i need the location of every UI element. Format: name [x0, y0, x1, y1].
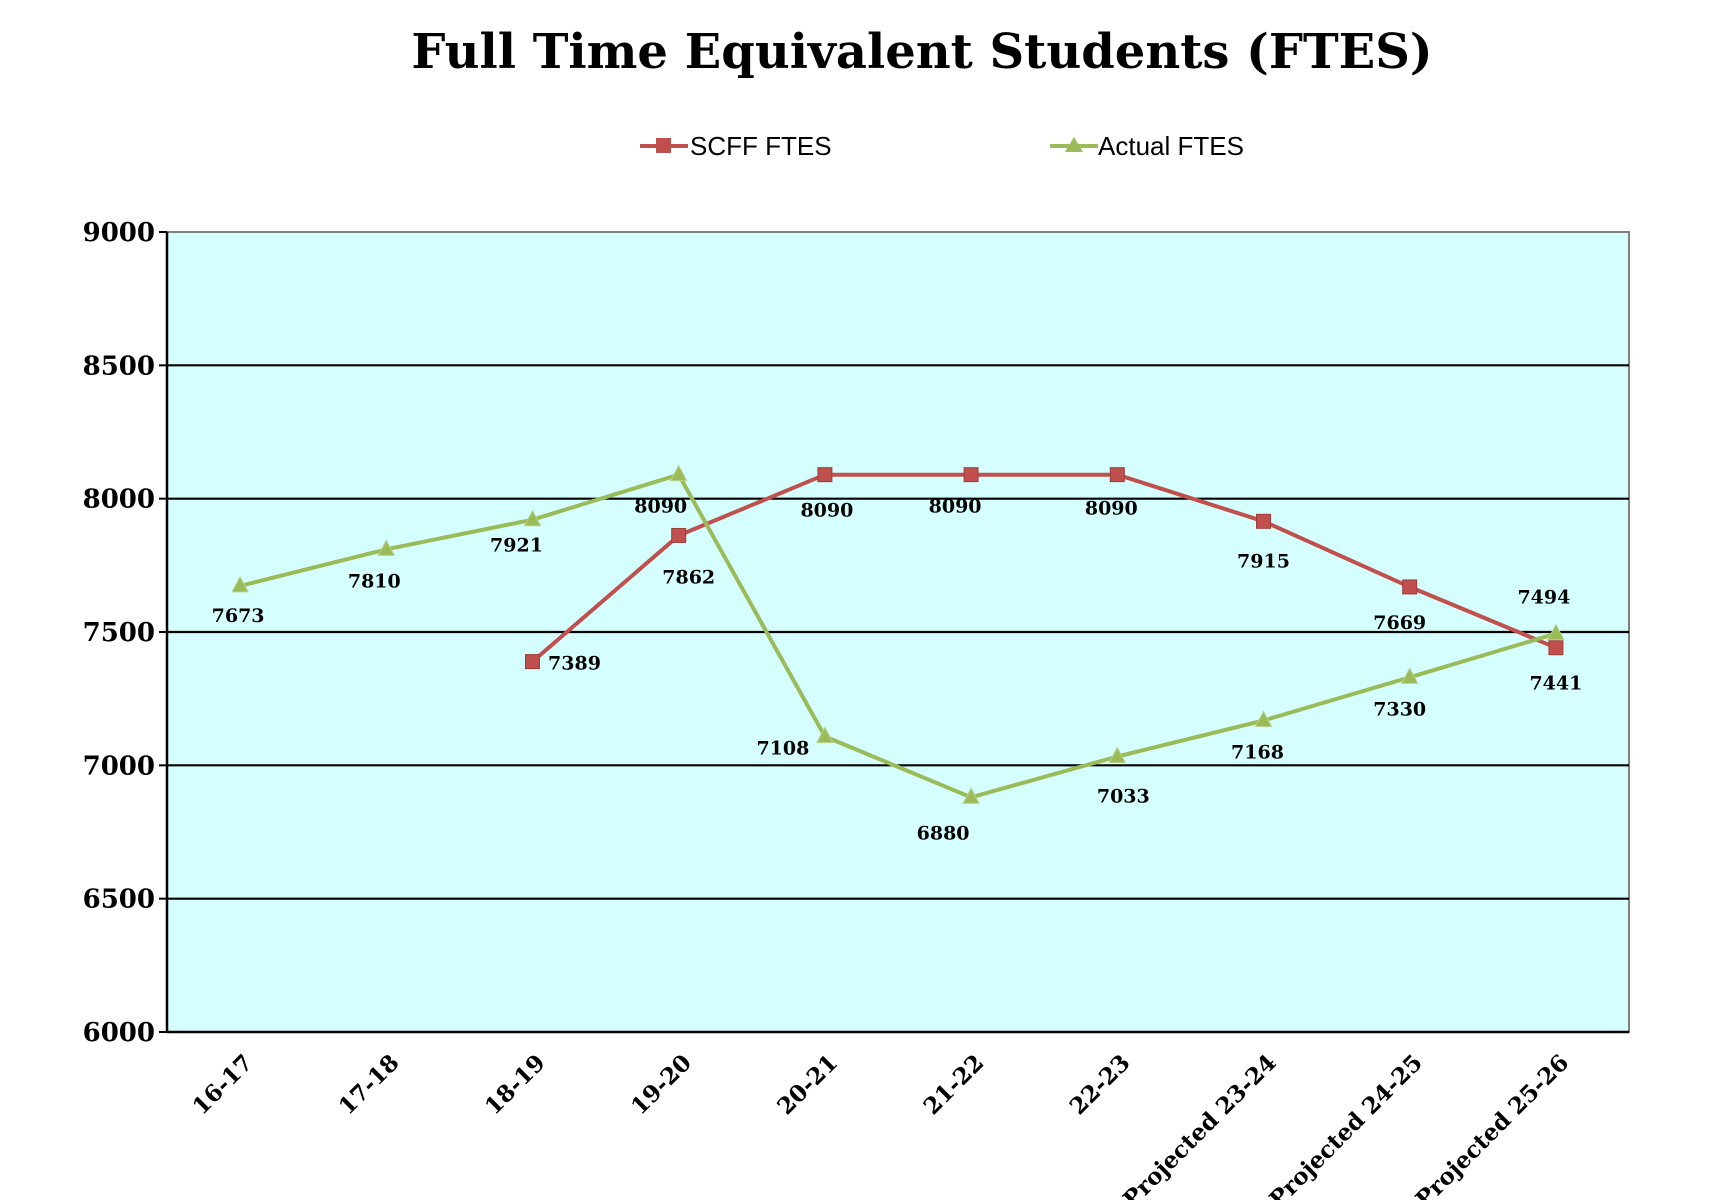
x-tick-label: Projected 23-24: [1118, 1049, 1282, 1200]
x-tick-label: 20-21: [772, 1049, 843, 1120]
data-point-actual: [1254, 710, 1273, 728]
data-point-actual: [231, 575, 249, 593]
chart-title: Full Time Equivalent Students (FTES): [411, 24, 1432, 80]
y-axis: 6000 6500 7000 7500 8000 8500 9000: [83, 218, 1629, 1048]
x-tick-label: 17-18: [333, 1049, 404, 1120]
data-point-scff: [1548, 640, 1564, 656]
y-tick-label: 9000: [83, 218, 155, 248]
legend: SCFF FTES Actual FTES: [640, 131, 1244, 161]
data-point-scff: [1402, 579, 1418, 595]
data-label-actual: 7810: [348, 570, 401, 592]
data-point-scff: [671, 527, 687, 543]
x-tick-label: Projected 24-25: [1264, 1049, 1428, 1200]
series-line-scff: [531, 472, 1557, 664]
x-tick-label: 18-19: [480, 1049, 551, 1120]
data-point-actual: [962, 787, 980, 804]
data-label-actual: 7033: [1097, 786, 1150, 808]
x-tick-label: 16-17: [187, 1049, 258, 1120]
legend-label-scff: SCFF FTES: [690, 131, 832, 161]
y-tick-label: 6000: [83, 1018, 155, 1048]
data-label-scff: 7915: [1237, 550, 1290, 572]
data-label-actual: 8090: [634, 496, 687, 518]
data-label-scff: 7862: [662, 566, 715, 588]
data-point-scff: [817, 467, 833, 483]
data-point-scff: [963, 467, 979, 483]
data-label-scff: 7669: [1373, 612, 1426, 634]
data-label-scff: 8090: [929, 496, 982, 518]
y-tick-label: 8500: [83, 351, 155, 381]
data-point-scff: [1109, 467, 1125, 483]
series-markers: [231, 464, 1565, 804]
data-label-actual: 7168: [1231, 742, 1284, 764]
data-label-scff: 8090: [800, 500, 853, 522]
data-label-actual: 7673: [212, 605, 265, 627]
data-point-actual: [1547, 623, 1565, 641]
data-point-actual: [1108, 746, 1127, 764]
y-tick-label: 7500: [83, 618, 155, 648]
data-label-actual: 7921: [490, 535, 543, 557]
y-tick-label: 7000: [83, 751, 155, 781]
series-lines: [239, 472, 1557, 800]
series-line-actual: [239, 472, 1557, 800]
data-point-scff: [1256, 513, 1271, 529]
data-point-actual: [669, 464, 688, 482]
data-label-actual: 6880: [917, 822, 970, 844]
data-point-scff: [525, 654, 540, 670]
data-point-actual: [523, 509, 542, 527]
legend-item-actual: Actual FTES: [1050, 131, 1244, 161]
x-tick-label: Projected 25-26: [1410, 1049, 1574, 1200]
data-label-actual: 7330: [1373, 698, 1426, 720]
x-tick-label: 21-22: [918, 1049, 989, 1120]
y-tick-label: 6500: [83, 885, 155, 915]
data-labels: 7389 7862 8090 8090 8090 7915 7669 7441 7673 7810…: [212, 496, 1583, 845]
y-tick-label: 8000: [83, 485, 155, 515]
data-label-actual: 7108: [756, 738, 809, 760]
data-point-actual: [816, 726, 834, 744]
x-axis: 16-17 17-18 18-19 19-20 20-21 21-22 22-23Proje…: [187, 1049, 1574, 1200]
data-label-scff: 8090: [1085, 498, 1138, 520]
data-label-scff: 7441: [1529, 673, 1582, 695]
legend-item-scff: SCFF FTES: [640, 131, 832, 161]
data-label-scff: 7389: [548, 653, 601, 675]
data-label-actual: 7494: [1517, 587, 1570, 609]
data-point-actual: [1400, 667, 1419, 684]
data-point-actual: [377, 539, 396, 556]
x-tick-label: 19-20: [626, 1049, 697, 1120]
x-tick-label: 22-23: [1064, 1049, 1135, 1120]
legend-label-actual: Actual FTES: [1098, 131, 1244, 161]
